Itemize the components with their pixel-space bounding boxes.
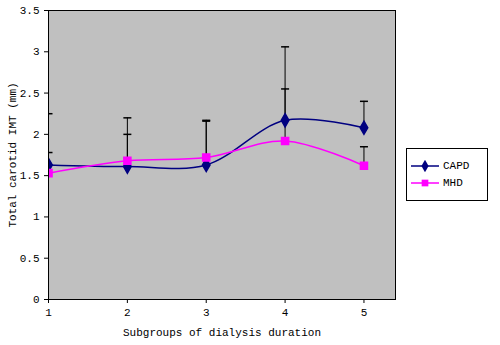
svg-text:2: 2 bbox=[33, 129, 40, 141]
svg-text:0: 0 bbox=[33, 294, 40, 306]
svg-text:5: 5 bbox=[361, 307, 368, 319]
svg-text:Subgroups of dialysis duration: Subgroups of dialysis duration bbox=[123, 327, 321, 339]
svg-text:1: 1 bbox=[45, 307, 52, 319]
svg-text:0.5: 0.5 bbox=[20, 253, 40, 265]
svg-text:Total carotid IMT (mm): Total carotid IMT (mm) bbox=[7, 82, 19, 227]
svg-text:3.5: 3.5 bbox=[20, 5, 40, 17]
svg-text:1.5: 1.5 bbox=[20, 170, 40, 182]
svg-text:2: 2 bbox=[124, 307, 131, 319]
svg-text:1: 1 bbox=[33, 211, 40, 223]
svg-text:4: 4 bbox=[282, 307, 289, 319]
svg-text:3: 3 bbox=[203, 307, 210, 319]
html-text:MHD: MHD bbox=[443, 177, 463, 189]
svg-text:3: 3 bbox=[33, 46, 40, 58]
svg-text:2.5: 2.5 bbox=[20, 88, 40, 100]
html-text:CAPD: CAPD bbox=[443, 160, 470, 172]
